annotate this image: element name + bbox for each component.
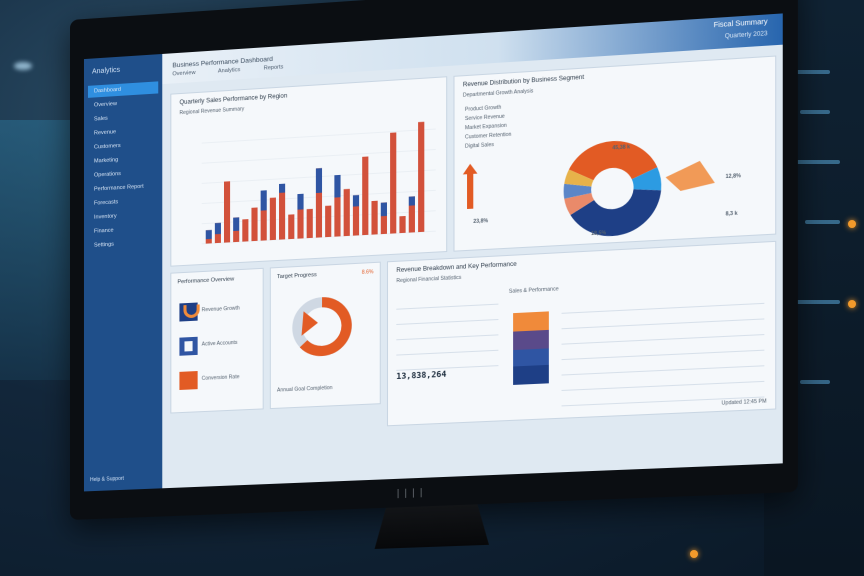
bar <box>325 205 332 238</box>
tab-overview[interactable]: Overview <box>172 69 196 78</box>
table-card-title: Revenue Breakdown and Key Performance <box>396 261 517 275</box>
dashboard-screen: Analytics Dashboard Overview Sales Revenue C… <box>83 13 783 492</box>
right-table <box>561 288 765 407</box>
bar-segment <box>334 174 341 198</box>
background-code-line <box>805 220 840 224</box>
bar <box>418 121 425 233</box>
donut-value-left: 23,8% <box>473 218 489 226</box>
tab-reports[interactable]: Reports <box>263 64 284 72</box>
bar-segment <box>279 183 286 193</box>
kpi-icon-1 <box>179 302 200 322</box>
kpi-icon-3 <box>179 371 198 390</box>
stacked-bar <box>513 311 549 385</box>
bar-segment <box>297 193 304 210</box>
sidebar-item[interactable]: Settings <box>93 241 114 249</box>
bar <box>242 219 249 242</box>
bar <box>279 183 286 240</box>
donut-chart-card: Revenue Distribution by Business Segment… <box>453 55 777 252</box>
sidebar-logo: Analytics <box>91 66 121 76</box>
bar-chart <box>171 121 446 265</box>
indicator-led <box>848 300 856 308</box>
gauge-pointer <box>301 310 318 336</box>
donut-value-top: 45,38 k <box>612 144 631 152</box>
kpi-card: Performance Overview Revenue Growth Acti… <box>170 267 264 414</box>
kpi-label: Conversion Rate <box>201 374 240 382</box>
bar <box>390 132 397 234</box>
ceiling-light <box>14 62 32 70</box>
growth-arrow-icon <box>462 163 478 210</box>
table-card: Revenue Breakdown and Key Performance Re… <box>386 240 777 427</box>
sidebar-footer[interactable]: Help & Support <box>89 475 124 484</box>
table-total: 13,838,264 <box>396 369 447 382</box>
bar <box>399 215 406 234</box>
sidebar-items: Dashboard Overview Sales Revenue Customers Ma… <box>84 81 162 252</box>
bar-segment <box>233 217 240 232</box>
gauge-chart <box>271 263 380 408</box>
kpi-label: Active Accounts <box>201 339 238 348</box>
bar <box>343 188 350 237</box>
bar-segment <box>408 196 415 206</box>
tab-analytics[interactable]: Analytics <box>217 67 241 75</box>
bar-segment <box>205 230 212 240</box>
background-code-line <box>795 160 840 164</box>
bar <box>362 156 369 236</box>
header-right-title[interactable]: Fiscal Summary <box>713 18 768 30</box>
kpi-icon-2 <box>179 336 198 356</box>
bar-chart-card: Quarterly Sales Performance by Region Re… <box>170 76 448 267</box>
monitor-brand: |||| <box>395 487 427 500</box>
background-code-line <box>800 110 830 114</box>
bar-segment <box>315 168 323 194</box>
donut-slice <box>570 187 662 239</box>
left-table <box>396 289 499 371</box>
bar <box>306 208 313 239</box>
donut-chart <box>462 138 715 239</box>
table-footer: Updated 12:45 PM <box>721 398 767 407</box>
header-right-period[interactable]: Quarterly 2023 <box>724 31 768 41</box>
table-right-header: Sales & Performance <box>508 286 559 295</box>
kpi-card-title: Performance Overview <box>177 276 235 286</box>
donut-slice <box>563 182 592 199</box>
background-code-line <box>790 300 840 304</box>
bar <box>223 181 231 243</box>
bar-segment <box>214 222 221 235</box>
monitor-stand <box>375 504 489 549</box>
donut-value-bottom: 18,5% <box>591 230 607 238</box>
sidebar-item[interactable]: Finance <box>93 227 114 235</box>
background-glass-panel <box>0 120 70 380</box>
background-code-line <box>790 70 830 74</box>
donut-callout <box>665 160 715 192</box>
table-card-subtitle: Regional Financial Statistics <box>396 274 462 285</box>
bar <box>269 197 276 241</box>
donut-slice <box>564 168 594 189</box>
bar-segment <box>352 195 360 207</box>
bar-segment <box>260 190 267 211</box>
indicator-led <box>848 220 856 228</box>
background-code-line <box>800 380 830 384</box>
bar <box>251 207 258 242</box>
indicator-led <box>690 550 698 558</box>
sidebar-item[interactable]: Inventory <box>93 213 117 221</box>
bar <box>288 214 295 240</box>
kpi-label: Revenue Growth <box>201 305 240 314</box>
donut-value-right-2: 8,3 k <box>725 210 738 218</box>
monitor: |||| Analytics Dashboard Overview Sales Rev… <box>70 0 800 540</box>
sidebar: Analytics Dashboard Overview Sales Revenue C… <box>83 53 163 492</box>
bar <box>371 200 378 235</box>
donut-value-right: 12,8% <box>725 173 741 181</box>
bar-segment <box>380 202 387 217</box>
donut-slice <box>568 138 658 183</box>
gauge-card: Target Progress 8.6% Annual Goal Complet… <box>269 261 381 410</box>
